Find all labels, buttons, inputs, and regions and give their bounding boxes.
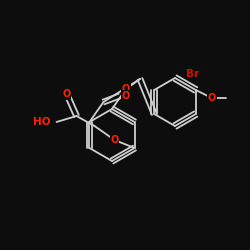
Text: HO: HO bbox=[33, 117, 50, 127]
Text: O: O bbox=[122, 84, 130, 94]
Text: O: O bbox=[208, 93, 216, 103]
Text: Br: Br bbox=[186, 69, 200, 79]
Text: O: O bbox=[110, 135, 119, 145]
Text: O: O bbox=[62, 89, 71, 99]
Text: O: O bbox=[121, 91, 130, 101]
